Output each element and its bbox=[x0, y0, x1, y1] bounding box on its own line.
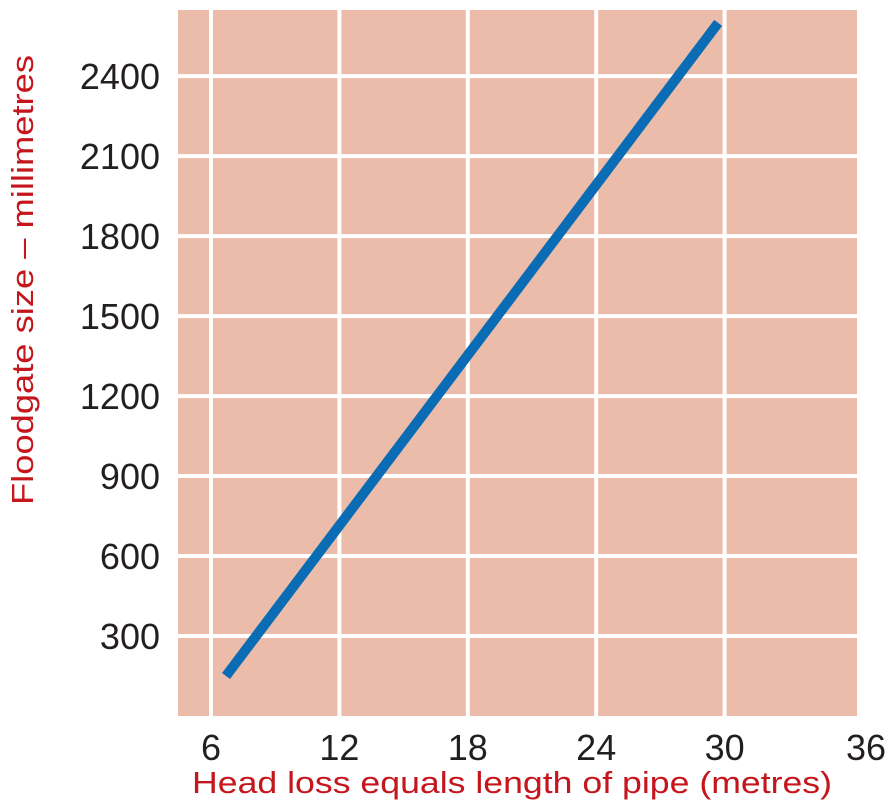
y-axis-title: Floodgate size – millimetres bbox=[5, 55, 40, 505]
y-tick-label-1800: 1800 bbox=[80, 216, 160, 257]
y-tick-label-2400: 2400 bbox=[80, 56, 160, 97]
y-tick-label-300: 300 bbox=[100, 616, 160, 657]
series-line-0 bbox=[221, 19, 723, 680]
x-axis-tick-labels: 6 12 18 24 30 36 bbox=[201, 727, 886, 768]
plot-area bbox=[178, 10, 857, 716]
y-tick-label-1200: 1200 bbox=[80, 376, 160, 417]
x-tick-label-36: 36 bbox=[846, 727, 886, 768]
x-tick-label-12: 12 bbox=[319, 727, 359, 768]
y-tick-label-2100: 2100 bbox=[80, 136, 160, 177]
y-tick-label-1500: 1500 bbox=[80, 296, 160, 337]
y-tick-label-600: 600 bbox=[100, 536, 160, 577]
x-tick-label-18: 18 bbox=[448, 727, 488, 768]
x-axis-title: Head loss equals length of pipe (metres) bbox=[192, 765, 832, 800]
y-tick-label-900: 900 bbox=[100, 456, 160, 497]
x-tick-label-24: 24 bbox=[576, 727, 616, 768]
data-series bbox=[221, 19, 723, 680]
x-tick-label-30: 30 bbox=[705, 727, 745, 768]
y-axis-tick-labels: 300 600 900 1200 1500 1800 2100 2400 bbox=[80, 56, 160, 657]
x-tick-label-6: 6 bbox=[201, 727, 221, 768]
